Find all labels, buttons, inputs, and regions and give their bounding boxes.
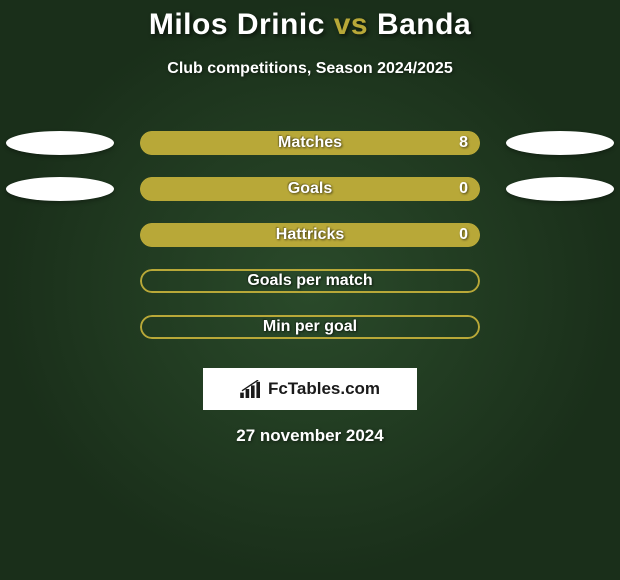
- stat-bar: Goals 0: [140, 177, 480, 201]
- stat-label: Hattricks: [276, 226, 344, 244]
- stat-row: Goals per match: [0, 258, 620, 304]
- left-marker: [6, 131, 114, 155]
- stat-label: Matches: [278, 134, 342, 152]
- stat-bar: Matches 8: [140, 131, 480, 155]
- stat-value-right: 0: [459, 226, 468, 244]
- stat-label: Goals: [288, 180, 332, 198]
- stat-row: Matches 8: [0, 120, 620, 166]
- comparison-widget: Milos Drinic vs Banda Club competitions,…: [0, 0, 620, 446]
- left-marker: [6, 177, 114, 201]
- right-marker: [506, 131, 614, 155]
- player2-name: Banda: [377, 8, 471, 41]
- stat-bar: Min per goal: [140, 315, 480, 339]
- right-marker: [506, 177, 614, 201]
- logo-text: FcTables.com: [268, 379, 380, 399]
- date-text: 27 november 2024: [0, 426, 620, 446]
- stat-row: Hattricks 0: [0, 212, 620, 258]
- logo-box[interactable]: FcTables.com: [203, 368, 417, 410]
- stat-label: Min per goal: [263, 318, 357, 336]
- page-title: Milos Drinic vs Banda: [0, 8, 620, 42]
- subtitle: Club competitions, Season 2024/2025: [0, 60, 620, 78]
- player1-name: Milos Drinic: [149, 8, 325, 41]
- stat-row: Min per goal: [0, 304, 620, 350]
- stat-value-right: 8: [459, 134, 468, 152]
- stat-row: Goals 0: [0, 166, 620, 212]
- stat-bar: Goals per match: [140, 269, 480, 293]
- vs-text: vs: [334, 8, 368, 41]
- stats-rows: Matches 8 Goals 0 Hattricks 0: [0, 120, 620, 350]
- stat-value-right: 0: [459, 180, 468, 198]
- stat-label: Goals per match: [247, 272, 372, 290]
- chart-icon: [240, 380, 262, 398]
- stat-bar: Hattricks 0: [140, 223, 480, 247]
